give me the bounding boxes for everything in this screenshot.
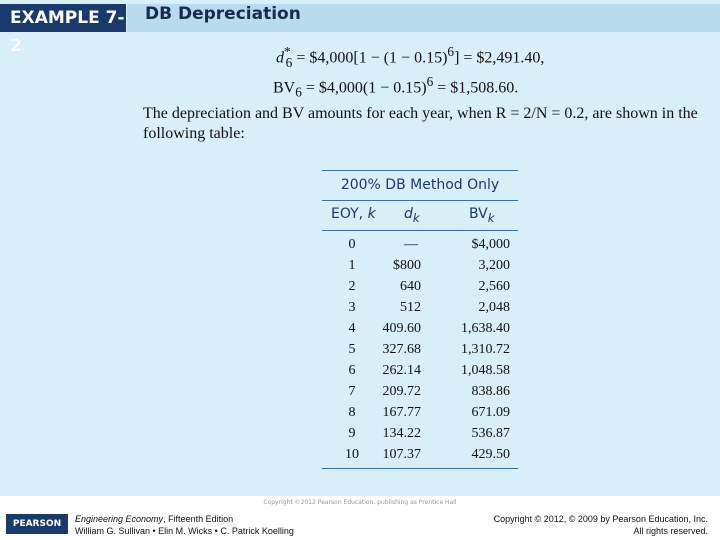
column-header: EOY, k [331,206,376,222]
paragraph: The depreciation and BV amounts for each… [143,105,698,142]
rule [322,230,518,231]
header-sub: k [412,210,420,225]
header-sub: k [487,210,495,225]
table-cell: — [404,237,418,252]
table-cell: 209.72 [382,384,422,399]
rule [322,170,518,171]
header-text: EOY, [331,206,368,222]
table-cell: 107.37 [382,447,422,462]
eq-sup: 6 [426,74,434,89]
table-cell: 10 [345,447,359,462]
column-header: dk [404,206,420,225]
table-cell: 327.68 [382,342,422,357]
table-cell: 9 [348,426,356,441]
equation: d*6 = $4,000[1 − (1 − 0.15)6] = $2,491.4… [276,44,544,71]
rule [322,468,518,469]
table-cell: 2,048 [478,300,511,315]
table-cell: 536.87 [471,426,511,441]
logo: PEARSON [6,514,68,534]
table-cell: 1,048.58 [461,363,510,378]
footer-rights: All rights reserved. [633,526,708,536]
eq-lhs: d [276,49,284,67]
table-cell: 1,638.40 [461,321,510,336]
table-cell: 6 [348,363,356,378]
eq-sup: 6 [447,44,455,59]
table-cell: 512 [400,300,421,315]
copyright-small: Copyright ©2012 Pearson Education, publi… [263,499,457,506]
table-cell: 0 [348,237,356,252]
table-cell: 134.22 [382,426,422,441]
table-cell: 671.09 [471,405,511,420]
column-header: BVk [469,206,495,225]
header-text: BV [469,206,488,222]
table-cell: $800 [393,258,421,273]
table-cell: 167.77 [382,405,422,420]
table-cell: 640 [400,279,421,294]
header-var: d [404,206,413,222]
book-title: Engineering Economy [75,514,164,524]
table-cell: 4 [348,321,356,336]
eq-rhs: ] = $2,491.40, [454,49,545,67]
eq-sub: 6 [285,54,293,70]
table-cell: 1 [348,258,356,273]
eq-lhs: BV [273,79,296,97]
rule [322,200,518,201]
table-cell: 3,200 [478,258,511,273]
table-title: 200% DB Method Only [340,177,500,193]
eq-rhs: = $4,000[1 − (1 − 0.15) [292,49,448,67]
footer-book: Engineering Economy, Fifteenth Edition [75,514,233,524]
table-cell: 262.14 [382,363,422,378]
header-var: k [367,206,376,222]
eq-sub: 6 [295,84,302,100]
example-tag: EXAMPLE 7-2 [0,4,126,56]
table-cell: 7 [348,384,356,399]
table-cell: 2 [348,279,356,294]
table-cell: 1,310.72 [461,342,510,357]
eq-rhs: = $1,508.60. [433,79,519,97]
table-cell: $4,000 [471,237,511,252]
table-cell: 8 [348,405,356,420]
book-edition: , Fifteenth Edition [163,514,234,524]
panel [0,0,720,496]
header-title: DB Depreciation [145,4,301,24]
table-cell: 409.60 [382,321,422,336]
table-cell: 5 [348,342,356,357]
equation: BV6 = $4,000(1 − 0.15)6 = $1,508.60. [273,74,518,101]
table-cell: 838.86 [471,384,511,399]
table-cell: 429.50 [471,447,511,462]
footer-authors: William G. Sullivan • Elin M. Wicks • C.… [75,526,294,536]
header-bar [127,4,720,32]
eq-sup: * [284,44,291,59]
table-cell: 2,560 [478,279,511,294]
table-cell: 3 [348,300,356,315]
eq-rhs: = $4,000(1 − 0.15) [301,79,427,97]
footer-copyright: Copyright © 2012, © 2009 by Pearson Educ… [493,514,708,524]
